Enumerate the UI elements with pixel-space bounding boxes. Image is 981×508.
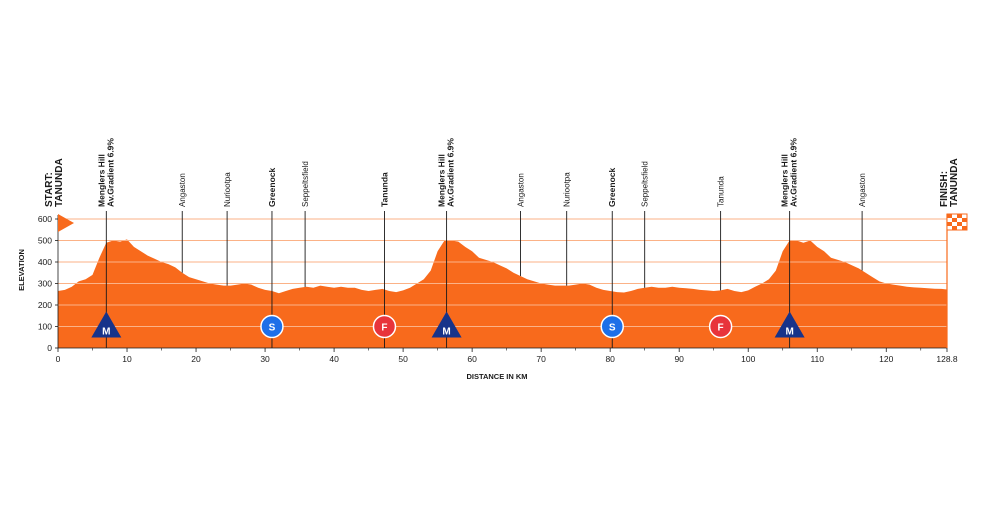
x-tick-label: 110 <box>810 354 824 364</box>
y-tick-label: 400 <box>38 257 52 267</box>
y-tick-label: 300 <box>38 279 52 289</box>
finish-flag-square <box>957 222 962 226</box>
waypoint-label: Seppeltsfield <box>301 161 310 207</box>
finish-flag-square <box>947 214 952 218</box>
kom-mountain-icon <box>431 311 462 338</box>
finish-flag-square <box>957 214 962 218</box>
y-axis-title: ELEVATION <box>17 249 26 291</box>
start-label-text: START: <box>44 172 55 207</box>
kom-mountain-icon <box>91 311 122 338</box>
waypoint-label: Angaston <box>858 173 867 207</box>
gridlines-overlay <box>58 218 947 327</box>
x-tick-label: 100 <box>741 354 755 364</box>
x-tick-label: 40 <box>329 354 339 364</box>
x-tick-label: 120 <box>879 354 893 364</box>
feed-zone-icon <box>708 314 733 339</box>
y-tick-label: 200 <box>38 300 52 310</box>
x-tick-label: 50 <box>398 354 408 364</box>
start-label-text: TANUNDA <box>54 158 65 207</box>
x-tick-label: 0 <box>56 354 61 364</box>
x-tick-label: 60 <box>467 354 477 364</box>
waypoint-label-text: Greenock <box>607 168 617 207</box>
finish-label-text: FINISH: <box>939 171 950 207</box>
waypoint-label-text: Greenock <box>267 168 277 207</box>
waypoint-label-text: Seppeltsfield <box>641 161 650 207</box>
x-tick-label: 128.8 <box>936 354 958 364</box>
waypoint-label-text: Nuriootpa <box>563 172 572 207</box>
waypoint-label-text: Angaston <box>858 173 867 207</box>
waypoint-label: Seppeltsfield <box>641 161 650 207</box>
waypoint-label-text: Angaston <box>178 173 187 207</box>
start-finish-flags: START: TANUNDA FINISH: TANUNDA <box>44 158 968 348</box>
y-tick-label: 100 <box>38 322 52 332</box>
elevation-profile-area <box>58 239 947 348</box>
finish-flag-square <box>947 222 952 226</box>
waypoint-label: Greenock <box>607 168 617 207</box>
waypoint-label-text: Av.Gradient 6.9% <box>789 138 799 207</box>
x-tick-label: 70 <box>536 354 546 364</box>
sprint-label: S <box>269 323 276 334</box>
waypoint-label-text: Menglers Hill <box>780 154 790 207</box>
sprint-icon <box>260 314 284 339</box>
finish-flag-square <box>962 218 967 222</box>
waypoint-label: Angaston <box>516 173 525 207</box>
kom-mountain-label: M <box>785 327 793 338</box>
kom-mountain-label: M <box>102 327 110 338</box>
kom-mountain-label: M <box>442 327 450 338</box>
waypoint-label-text: Seppeltsfield <box>301 161 310 207</box>
x-tick-label: 20 <box>191 354 201 364</box>
waypoint-label-text: Angaston <box>516 173 525 207</box>
finish-flag-square <box>962 226 967 230</box>
axes: 0 100 200 300 400 500 600 0 10 20 30 40 50 60 70 80 90 10… <box>38 214 958 364</box>
waypoint-label: Menglers Hill Av.Gradient 6.9% <box>437 138 456 207</box>
waypoint-label-text: Menglers Hill <box>96 154 106 207</box>
waypoint-label-text: Menglers Hill <box>437 154 447 207</box>
waypoint-label-text: Nuriootpa <box>223 172 232 207</box>
y-tick-label: 600 <box>38 214 52 224</box>
y-tick-label: 0 <box>47 343 52 353</box>
waypoint-label: Menglers Hill Av.Gradient 6.9% <box>780 138 799 207</box>
waypoint-label: Nuriootpa <box>563 172 572 207</box>
x-tick-label: 30 <box>260 354 270 364</box>
feed-zone-label: F <box>718 323 724 334</box>
waypoint-label-text: Tanunda <box>717 176 726 207</box>
sprint-icon <box>600 314 624 339</box>
waypoint-label: Tanunda <box>379 172 389 207</box>
start-flag-icon <box>58 214 74 232</box>
x-tick-label: 80 <box>605 354 615 364</box>
feed-zone-icon <box>372 314 397 339</box>
sprint-label: S <box>609 323 616 334</box>
x-tick-label: 90 <box>674 354 684 364</box>
waypoint-label: Greenock <box>267 168 277 207</box>
x-axis-title: DISTANCE IN KM <box>466 372 527 381</box>
finish-flag-square <box>952 218 957 222</box>
waypoint-label-text: Av.Gradient 6.9% <box>105 138 115 207</box>
waypoint-label: Menglers Hill Av.Gradient 6.9% <box>96 138 115 207</box>
waypoint-label: Angaston <box>178 173 187 207</box>
finish-flag-square <box>952 226 957 230</box>
waypoint-label-text: Av.Gradient 6.9% <box>446 138 456 207</box>
finish-label-text: TANUNDA <box>949 158 960 207</box>
finish-label: FINISH: TANUNDA <box>939 158 960 207</box>
y-tick-label: 500 <box>38 236 52 246</box>
x-tick-label: 10 <box>122 354 132 364</box>
waypoint-label: Nuriootpa <box>223 172 232 207</box>
kom-mountain-icon <box>774 311 805 338</box>
finish-flag-icon <box>946 213 968 231</box>
start-label: START: TANUNDA <box>44 158 65 207</box>
waypoint-label: Tanunda <box>717 176 726 207</box>
waypoint-label-text: Tanunda <box>379 172 389 207</box>
feed-zone-label: F <box>381 323 387 334</box>
